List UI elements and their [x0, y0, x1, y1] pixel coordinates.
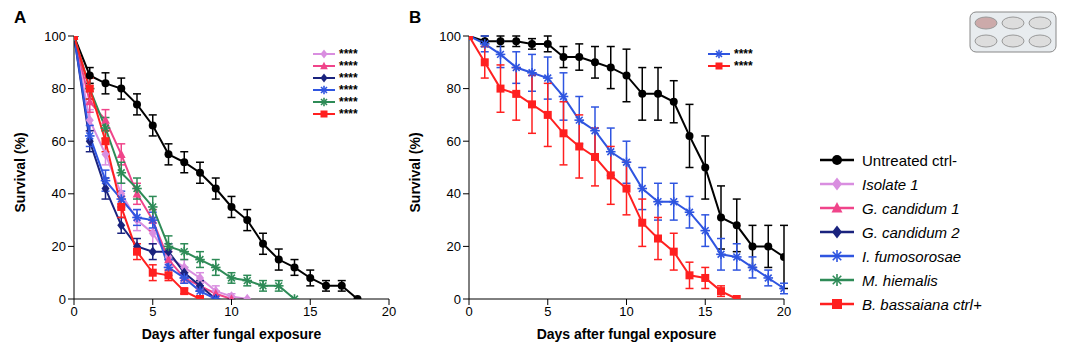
svg-text:0: 0	[70, 304, 77, 319]
svg-text:0: 0	[465, 304, 472, 319]
svg-text:15: 15	[698, 304, 712, 319]
html-text:Isolate 1: Isolate 1	[862, 175, 919, 193]
svg-text:5: 5	[544, 304, 551, 319]
svg-text:5: 5	[149, 304, 156, 319]
html-text:G. candidum 2: G. candidum 2	[862, 223, 960, 241]
svg-text:10: 10	[224, 304, 238, 319]
svg-text:80: 80	[447, 81, 461, 96]
svg-text:80: 80	[52, 81, 66, 96]
svg-text:Survival (%): Survival (%)	[407, 132, 423, 212]
svg-text:0: 0	[454, 292, 461, 307]
svg-text:40: 40	[447, 186, 461, 201]
svg-text:Survival (%): Survival (%)	[12, 132, 28, 212]
svg-text:20: 20	[382, 304, 396, 319]
svg-text:10: 10	[619, 304, 633, 319]
svg-text:20: 20	[447, 239, 461, 254]
svg-text:20: 20	[52, 239, 66, 254]
html-text:M. hiemalis: M. hiemalis	[862, 271, 938, 289]
svg-text:40: 40	[52, 186, 66, 201]
svg-text:100: 100	[439, 29, 461, 44]
html-text:G. candidum 1: G. candidum 1	[862, 199, 960, 217]
html-text:B: B	[409, 8, 422, 27]
svg-text:100: 100	[44, 29, 66, 44]
html-text:I. fumosorosae: I. fumosorosae	[862, 247, 962, 265]
html-text:B. bassaiana ctrl+: B. bassaiana ctrl+	[862, 295, 982, 313]
svg-text:20: 20	[777, 304, 791, 319]
svg-text:15: 15	[303, 304, 317, 319]
svg-text:60: 60	[52, 134, 66, 149]
svg-text:Days after fungal exposure: Days after fungal exposure	[142, 326, 322, 342]
html-text:A: A	[14, 8, 27, 27]
svg-text:60: 60	[447, 134, 461, 149]
html-text:Untreated ctrl-: Untreated ctrl-	[862, 151, 957, 169]
svg-text:0: 0	[59, 292, 66, 307]
svg-text:Days after fungal exposure: Days after fungal exposure	[537, 326, 717, 342]
